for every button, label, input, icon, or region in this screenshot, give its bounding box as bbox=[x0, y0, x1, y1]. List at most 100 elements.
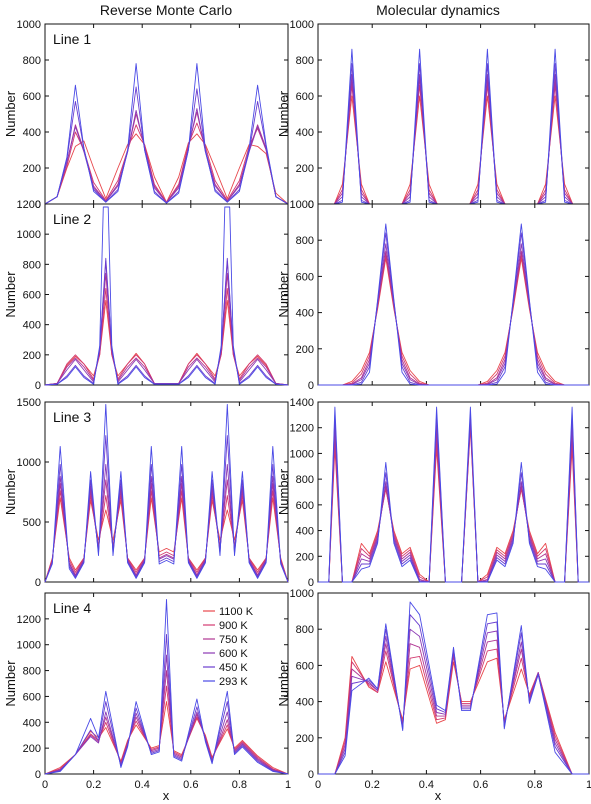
series-line-750k bbox=[44, 670, 289, 775]
panel-title: Line 4 bbox=[53, 600, 91, 616]
y-tick-label: 1000 bbox=[290, 199, 314, 211]
x-tick-label: 0 bbox=[315, 779, 321, 791]
series-line-293k bbox=[318, 601, 589, 775]
series-line-750k bbox=[318, 77, 589, 205]
y-tick-label: 1000 bbox=[290, 19, 314, 31]
panel-rmc-line3: 0 500 1000 1500 Number Line 3 bbox=[3, 397, 289, 589]
x-tick-label: 0.2 bbox=[365, 779, 380, 791]
y-tick-label: 1200 bbox=[17, 199, 41, 211]
y-tick-label: 1000 bbox=[17, 457, 41, 469]
y-tick-label: 200 bbox=[296, 163, 314, 175]
panel-title: Line 1 bbox=[53, 31, 91, 47]
x-tick-label: 0.6 bbox=[183, 779, 198, 791]
y-tick-label: 200 bbox=[23, 350, 41, 362]
y-axis-label: Number bbox=[3, 660, 18, 707]
series-line-450k bbox=[44, 257, 289, 386]
y-tick-label: 600 bbox=[296, 271, 314, 283]
y-tick-label: 0 bbox=[308, 199, 314, 211]
series-line-293k bbox=[318, 223, 589, 386]
panel-md-line4: 0 200 400 600 800 1000 0 0.2 0.4 0.6 0.8 1 Number bbox=[276, 588, 591, 791]
legend-label: 600 K bbox=[219, 648, 248, 660]
x-tick-label: 1 bbox=[285, 779, 291, 791]
plot-frame bbox=[317, 203, 590, 386]
y-tick-label: 1000 bbox=[17, 229, 41, 241]
series-line-900k bbox=[44, 490, 289, 583]
y-tick-label: 400 bbox=[296, 308, 314, 320]
y-tick-label: 400 bbox=[296, 127, 314, 139]
y-tick-label: 200 bbox=[23, 743, 41, 755]
series-line-900k bbox=[318, 254, 589, 386]
x-tick-label: 0.4 bbox=[419, 779, 434, 791]
legend-label: 900 K bbox=[219, 620, 248, 632]
y-tick-label: 400 bbox=[23, 717, 41, 729]
y-tick-label: 1000 bbox=[17, 19, 41, 31]
x-axis-label-rmc: x bbox=[163, 788, 170, 803]
x-tick-label: 0.8 bbox=[527, 779, 542, 791]
y-tick-label: 1200 bbox=[17, 614, 41, 626]
series-line-450k bbox=[318, 63, 589, 205]
series-line-600k bbox=[44, 654, 289, 775]
legend-label: 450 K bbox=[219, 662, 248, 674]
series-line-450k bbox=[318, 232, 589, 386]
y-tick-label: 1000 bbox=[290, 588, 314, 600]
y-tick-label: 600 bbox=[23, 91, 41, 103]
series-line-600k bbox=[44, 260, 289, 386]
plot-frame bbox=[44, 23, 289, 205]
panel-title: Line 3 bbox=[53, 409, 91, 425]
y-tick-label: 400 bbox=[296, 697, 314, 709]
panel-rmc-line4: 0 200 400 600 800 1000 1200 0 0.2 0.4 0.6 0.8 1 Numbe… bbox=[3, 592, 291, 791]
y-axis-label: Number bbox=[276, 468, 291, 515]
legend-label: 750 K bbox=[219, 634, 248, 646]
y-axis-label: Number bbox=[3, 468, 18, 515]
series-line-900k bbox=[44, 685, 289, 775]
y-tick-label: 600 bbox=[296, 660, 314, 672]
y-tick-label: 200 bbox=[23, 163, 41, 175]
y-tick-label: 600 bbox=[296, 91, 314, 103]
y-tick-label: 200 bbox=[296, 733, 314, 745]
y-tick-label: 500 bbox=[23, 517, 41, 529]
series-line-900k bbox=[318, 84, 589, 205]
series-line-900k bbox=[44, 288, 289, 386]
y-tick-label: 800 bbox=[23, 259, 41, 271]
y-tick-label: 200 bbox=[296, 551, 314, 563]
y-tick-label: 0 bbox=[35, 199, 41, 211]
y-tick-label: 0 bbox=[308, 380, 314, 392]
series-line-293k bbox=[44, 403, 289, 583]
y-tick-label: 800 bbox=[23, 55, 41, 67]
series-line-450k bbox=[318, 614, 589, 775]
series-line-1100k bbox=[318, 95, 589, 205]
y-tick-label: 200 bbox=[296, 344, 314, 356]
x-tick-label: 0.2 bbox=[86, 779, 101, 791]
y-tick-label: 600 bbox=[23, 290, 41, 302]
plot-frame bbox=[44, 401, 289, 583]
x-tick-label: 0.4 bbox=[135, 779, 150, 791]
series-line-293k bbox=[44, 206, 289, 386]
x-tick-label: 0.8 bbox=[232, 779, 247, 791]
y-tick-label: 800 bbox=[296, 474, 314, 486]
y-tick-label: 0 bbox=[35, 577, 41, 589]
series-line-1100k bbox=[44, 701, 289, 775]
series-line-600k bbox=[44, 463, 289, 583]
y-axis-label: Number bbox=[276, 90, 291, 137]
y-tick-label: 400 bbox=[23, 320, 41, 332]
plot-frame bbox=[317, 23, 590, 205]
series-line-750k bbox=[44, 272, 289, 386]
x-tick-label: 0 bbox=[42, 779, 48, 791]
series-line-750k bbox=[318, 250, 589, 386]
y-tick-label: 800 bbox=[296, 624, 314, 636]
series-line-293k bbox=[318, 406, 589, 583]
y-tick-label: 0 bbox=[35, 380, 41, 392]
legend-label: 293 K bbox=[219, 676, 248, 688]
x-axis-label-md: x bbox=[435, 788, 442, 803]
col-title-md: Molecular dynamics bbox=[376, 2, 500, 18]
panel-md-line2: 0 200 400 600 800 1000 Number bbox=[276, 199, 590, 392]
series-line-1100k bbox=[44, 497, 289, 583]
y-tick-label: 0 bbox=[308, 577, 314, 589]
y-tick-label: 1500 bbox=[17, 397, 41, 409]
y-axis-label: Number bbox=[3, 90, 18, 137]
y-tick-label: 0 bbox=[308, 769, 314, 781]
plot-frame bbox=[317, 592, 590, 775]
series-line-600k bbox=[318, 73, 589, 205]
y-tick-label: 600 bbox=[23, 691, 41, 703]
